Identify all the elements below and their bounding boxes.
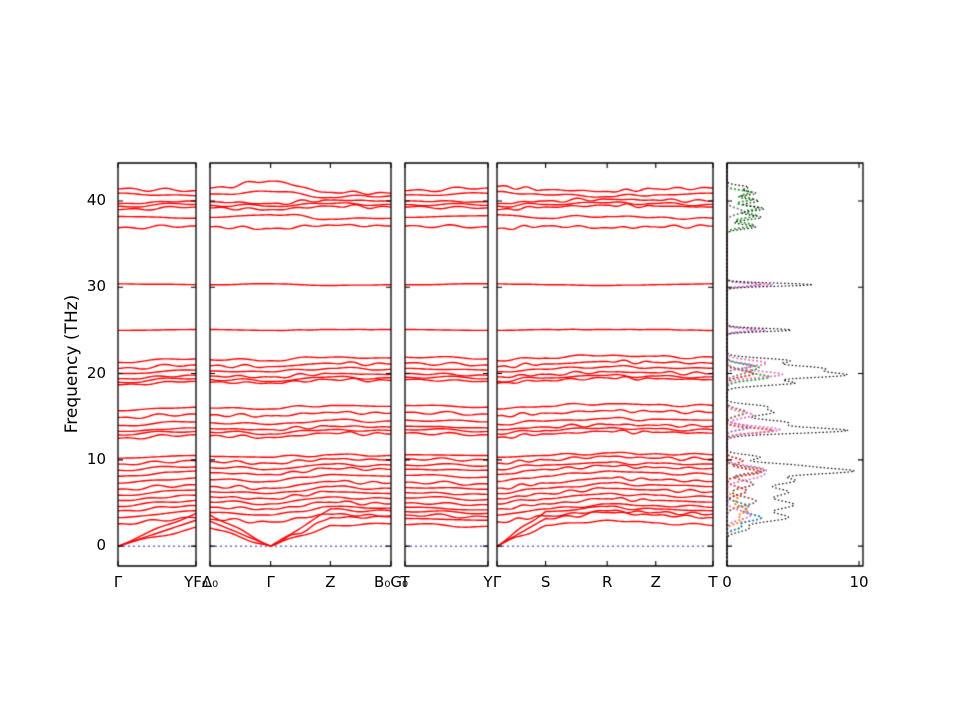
x-tick-label: Γ — [113, 573, 123, 591]
x-tick-label: S — [540, 573, 551, 591]
y-tick-label: 10 — [86, 449, 106, 468]
x-tick-label: R — [601, 573, 613, 591]
x-tick-label: T — [708, 573, 718, 591]
y-tick-label: 30 — [86, 277, 106, 296]
y-tick-label: 40 — [86, 190, 106, 209]
x-tick-label: Γ — [266, 573, 275, 591]
x-tick-label: Δ₀ — [201, 573, 219, 591]
y-tick-label: 20 — [86, 363, 106, 382]
x-tick-label: Γ — [492, 573, 502, 591]
x-tick-label: Y — [483, 573, 493, 591]
x-tick-label: B₀G₀ — [374, 573, 408, 591]
x-tick-label: 0 — [722, 573, 732, 591]
x-tick-label: 10 — [849, 573, 869, 591]
x-tick-label: YF₀ — [184, 573, 208, 591]
x-tick-label: Z — [650, 573, 661, 591]
x-tick-label: Z — [325, 573, 336, 591]
x-tick-label: T — [400, 573, 410, 591]
y-tick-label: 0 — [96, 536, 106, 555]
